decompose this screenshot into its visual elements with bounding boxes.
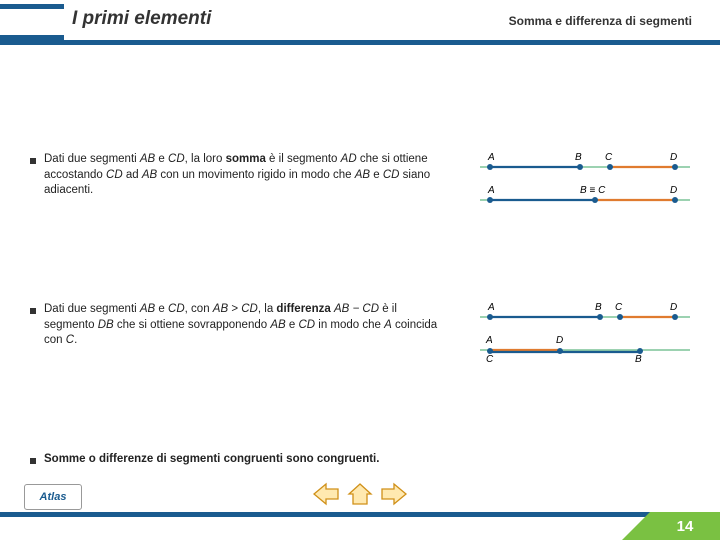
bullet-text-1: Dati due segmenti AB e CD, la loro somma… [44,152,444,199]
diagram-somma: A B C D A B ≡ C D [480,152,690,212]
svg-text:D: D [670,302,677,313]
bullet-item-1: Dati due segmenti AB e CD, la loro somma… [30,152,690,212]
svg-text:A: A [487,302,495,313]
header-line-top [0,4,64,9]
nav-buttons [312,482,408,506]
nav-prev-icon[interactable] [312,482,340,506]
svg-text:D: D [556,335,563,346]
svg-text:D: D [670,152,677,163]
logo: Atlas [24,484,82,510]
svg-text:C: C [605,152,613,163]
bullet-item-3: Somme o differenze di segmenti congruent… [30,452,690,468]
bullet-text-3: Somme o differenze di segmenti congruent… [44,452,379,468]
bullet-icon [30,308,36,314]
svg-text:A: A [487,152,495,163]
page-num-triangle [622,512,650,540]
header: I primi elementi Somma e differenza di s… [0,0,720,52]
svg-text:B: B [595,302,602,313]
nav-home-icon[interactable] [346,482,374,506]
page-title: I primi elementi [72,8,211,30]
footer: Atlas 14 [0,512,720,540]
svg-text:C: C [615,302,623,313]
svg-text:B: B [635,354,642,362]
diagram-differenza: A B C D A D C B [480,302,690,362]
page-number: 14 [677,518,694,535]
svg-text:A: A [485,335,493,346]
bullet-item-2: Dati due segmenti AB e CD, con AB > CD, … [30,302,690,362]
nav-next-icon[interactable] [380,482,408,506]
content-area: Dati due segmenti AB e CD, la loro somma… [0,52,720,468]
footer-line [0,512,720,517]
svg-text:A: A [487,185,495,196]
bullet-text-2: Dati due segmenti AB e CD, con AB > CD, … [44,302,444,349]
bullet-icon [30,158,36,164]
page-num-box: 14 [650,512,720,540]
svg-text:C: C [486,354,494,362]
svg-text:B: B [575,152,582,163]
page-subtitle: Somma e differenza di segmenti [509,14,692,28]
svg-text:D: D [670,185,677,196]
svg-text:B ≡ C: B ≡ C [580,185,606,196]
bullet-icon [30,458,36,464]
header-full-line [0,40,720,45]
